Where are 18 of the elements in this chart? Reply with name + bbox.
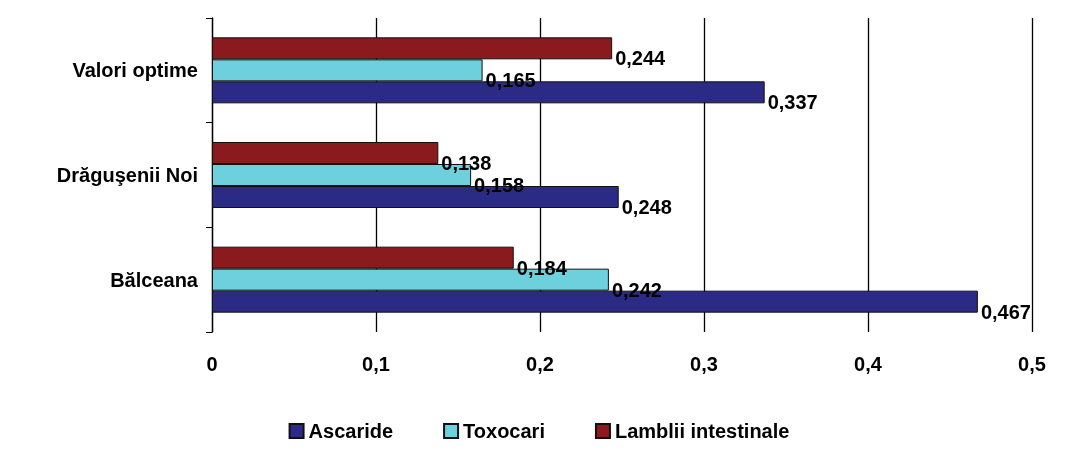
data-label: 0,337 [767,91,818,114]
data-label: 0,165 [485,69,536,92]
data-label: 0,248 [621,196,672,218]
x-tick-label: 0,4 [854,353,883,375]
x-tick-label: 0,3 [690,353,718,375]
x-tick-label: 0,5 [1018,353,1046,375]
legend-label: Lamblii intestinale [614,420,790,442]
data-label: 0,467 [980,300,1031,323]
x-tick-label: 0,2 [526,353,554,375]
x-tick-label: 0,1 [362,353,390,375]
y-tick-label: Drăguşenii Noi [56,164,198,186]
x-tick-label: 0 [206,353,218,375]
legend-label: Ascaride [308,420,394,442]
data-label: 0,244 [615,47,667,70]
data-label: 0,138 [441,152,492,174]
y-tick-label: Valori optime [72,59,198,82]
legend-label: Toxocari [463,420,545,442]
y-tick-label: Bălceana [110,268,199,291]
